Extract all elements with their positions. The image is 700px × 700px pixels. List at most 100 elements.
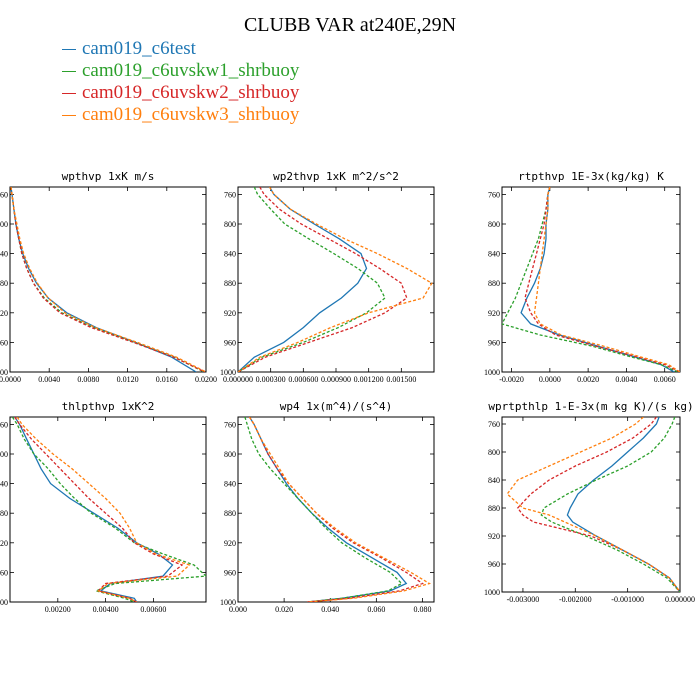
x-tick-label: -0.001000 bbox=[611, 595, 644, 604]
legend-label: cam019_c6test bbox=[82, 38, 196, 59]
y-tick-label: 960 bbox=[488, 338, 500, 347]
chart-panel: wp2thvp 1xK m^2/s^2 760 800 840 880 920 960 100… bbox=[220, 170, 435, 384]
x-tick-label: -0.002000 bbox=[559, 595, 592, 604]
x-tick-label: 0.040 bbox=[321, 605, 339, 614]
series-line bbox=[16, 417, 191, 602]
y-tick-label: 1000 bbox=[220, 598, 236, 607]
legend-item: cam019_c6test bbox=[62, 38, 299, 60]
y-tick-label: 960 bbox=[224, 568, 236, 577]
chart-panel: wprtpthlp 1-E-3x(m kg K)/(s kg) 760 800 840… bbox=[484, 400, 695, 604]
legend-item: cam019_c6uvskw1_shrbuoy bbox=[62, 60, 299, 82]
x-tick-label: 0.060 bbox=[367, 605, 385, 614]
y-tick-label: 800 bbox=[0, 450, 8, 459]
y-tick-label: 880 bbox=[224, 279, 236, 288]
x-tick-label: 0.000000 bbox=[223, 375, 253, 384]
legend-label: cam019_c6uvskw1_shrbuoy bbox=[82, 60, 300, 81]
y-tick-label: 760 bbox=[488, 190, 500, 199]
x-tick-label: 0.0160 bbox=[156, 375, 178, 384]
chart-panel: rtpthvp 1E-3x(kg/kg) K 760 800 840 880 920 960… bbox=[484, 170, 681, 384]
panel-title: thlpthvp 1xK^2 bbox=[62, 400, 155, 413]
x-tick-label: -0.003000 bbox=[507, 595, 540, 604]
y-tick-label: 1000 bbox=[0, 368, 8, 377]
y-tick-label: 920 bbox=[0, 539, 8, 548]
series-line bbox=[10, 187, 205, 372]
series-line bbox=[524, 187, 680, 372]
series-line bbox=[506, 417, 680, 592]
y-tick-label: 920 bbox=[488, 309, 500, 318]
legend-item: cam019_c6uvskw2_shrbuoy bbox=[62, 82, 299, 104]
x-tick-label: 0.00400 bbox=[93, 605, 119, 614]
legend-swatch bbox=[62, 93, 76, 95]
y-tick-label: 800 bbox=[488, 448, 500, 457]
x-tick-label: 0.000300 bbox=[256, 375, 286, 384]
series-line bbox=[248, 417, 408, 602]
x-tick-label: 0.000000 bbox=[665, 595, 695, 604]
y-tick-label: 960 bbox=[0, 338, 8, 347]
y-tick-label: 1000 bbox=[484, 588, 500, 597]
y-tick-label: 1000 bbox=[0, 598, 8, 607]
x-tick-label: 0.001200 bbox=[354, 375, 384, 384]
legend-swatch bbox=[62, 115, 76, 117]
y-tick-label: 920 bbox=[0, 309, 8, 318]
x-tick-label: 0.000600 bbox=[288, 375, 318, 384]
chart-panel: thlpthvp 1xK^2 760 800 840 880 920 960 1000 0.00… bbox=[0, 400, 207, 614]
series-line bbox=[238, 187, 408, 372]
y-tick-label: 880 bbox=[488, 279, 500, 288]
y-tick-label: 760 bbox=[224, 190, 236, 199]
y-tick-label: 760 bbox=[224, 420, 236, 429]
x-tick-label: 0.0060 bbox=[654, 375, 676, 384]
chart-panel: wp4 1x(m^4)/(s^4)76080084088092096010000… bbox=[220, 400, 435, 614]
x-tick-label: -0.0020 bbox=[499, 375, 524, 384]
panel-title: wp4 1x(m^4)/(s^4) bbox=[280, 400, 393, 413]
y-tick-label: 1000 bbox=[220, 368, 236, 377]
x-tick-label: 0.000900 bbox=[321, 375, 351, 384]
legend-label: cam019_c6uvskw2_shrbuoy bbox=[82, 82, 300, 103]
y-tick-label: 840 bbox=[224, 250, 236, 259]
panel-title: wpthvp 1xK m/s bbox=[62, 170, 155, 183]
y-tick-label: 800 bbox=[0, 220, 8, 229]
series-line bbox=[238, 187, 433, 372]
series-line bbox=[248, 417, 424, 602]
series-line bbox=[11, 417, 206, 602]
x-tick-label: 0.00600 bbox=[140, 605, 166, 614]
legend-swatch bbox=[62, 49, 76, 51]
plot-frame bbox=[501, 186, 681, 373]
x-tick-label: 0.020 bbox=[275, 605, 293, 614]
y-tick-label: 1000 bbox=[484, 368, 500, 377]
x-tick-label: 0.0200 bbox=[195, 375, 217, 384]
plot-frame bbox=[237, 186, 435, 373]
panel-title: wp2thvp 1xK m^2/s^2 bbox=[273, 170, 399, 183]
y-tick-label: 840 bbox=[0, 480, 8, 489]
x-tick-label: 0.0020 bbox=[577, 375, 599, 384]
y-tick-label: 840 bbox=[0, 250, 8, 259]
series-line bbox=[14, 417, 174, 602]
panel-title: wprtpthlp 1-E-3x(m kg K)/(s kg) bbox=[488, 400, 693, 413]
series-line bbox=[248, 417, 432, 602]
x-tick-label: 0.080 bbox=[413, 605, 431, 614]
y-tick-label: 920 bbox=[224, 539, 236, 548]
chart-panel: wpthvp 1xK m/s76080084088092096010000.00… bbox=[0, 170, 217, 384]
y-tick-label: 840 bbox=[224, 480, 236, 489]
series-line bbox=[14, 417, 184, 602]
x-tick-label: 0.0040 bbox=[38, 375, 60, 384]
legend-item: cam019_c6uvskw3_shrbuoy bbox=[62, 104, 299, 126]
series-line bbox=[244, 417, 403, 602]
y-tick-label: 840 bbox=[488, 250, 500, 259]
y-tick-label: 800 bbox=[224, 220, 236, 229]
x-tick-label: 0.0000 bbox=[539, 375, 561, 384]
x-tick-label: 0.00200 bbox=[45, 605, 71, 614]
y-tick-label: 960 bbox=[224, 338, 236, 347]
y-tick-label: 920 bbox=[224, 309, 236, 318]
y-tick-label: 840 bbox=[488, 476, 500, 485]
y-tick-label: 880 bbox=[488, 504, 500, 513]
y-tick-label: 800 bbox=[224, 450, 236, 459]
y-tick-label: 920 bbox=[488, 532, 500, 541]
legend-label: cam019_c6uvskw3_shrbuoy bbox=[82, 104, 300, 125]
series-line bbox=[540, 417, 680, 592]
series-line bbox=[502, 187, 679, 372]
x-tick-label: 0.0080 bbox=[77, 375, 99, 384]
series-line bbox=[10, 187, 206, 372]
series-line bbox=[10, 187, 206, 372]
legend-swatch bbox=[62, 71, 76, 73]
